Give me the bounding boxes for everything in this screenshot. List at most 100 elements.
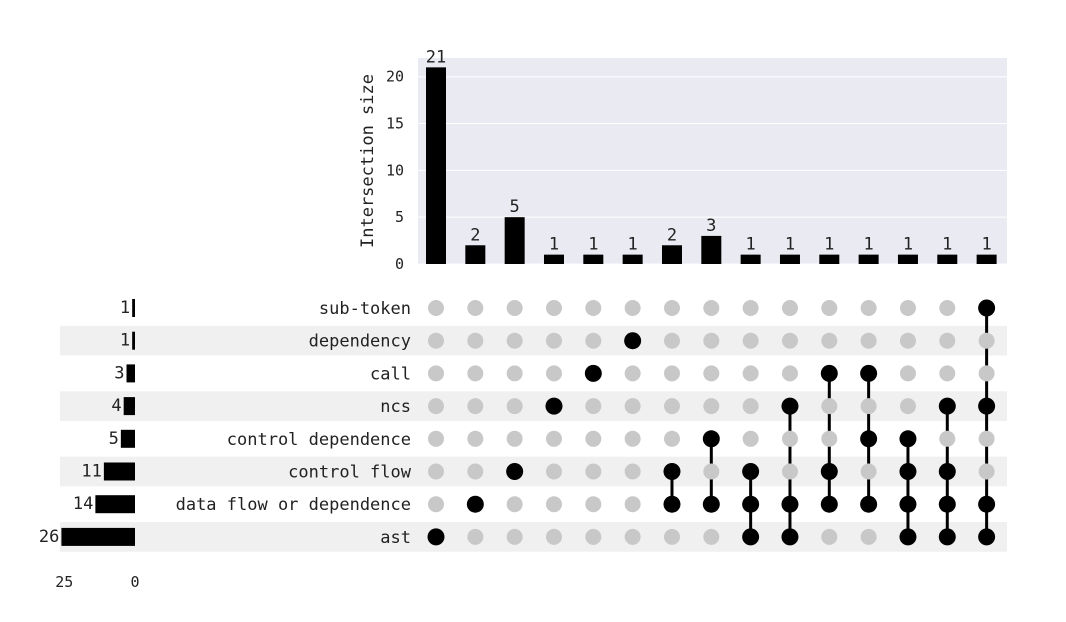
matrix-dot-filled [978, 299, 996, 317]
matrix-dot-empty [860, 463, 877, 480]
intersection-bar [465, 245, 486, 264]
set-name-label: sub-token [319, 299, 411, 319]
set-size-bar [103, 462, 135, 481]
intersection-count-label: 1 [824, 235, 834, 255]
intersection-bar [897, 254, 918, 264]
y-tick-label: 5 [395, 208, 404, 226]
matrix-dot-empty [428, 463, 444, 480]
intersection-bar [504, 217, 525, 264]
set-name-label: dependency [309, 332, 411, 352]
matrix-dot-empty [624, 300, 641, 316]
matrix-dot-empty [899, 398, 916, 415]
set-size-label: 1 [120, 331, 130, 351]
matrix-dot-filled [702, 495, 720, 513]
matrix-dot-filled [506, 463, 524, 480]
matrix-dot-empty [663, 398, 680, 415]
set-row-shade [60, 391, 1007, 421]
matrix-dot-filled [978, 495, 996, 513]
set-size-label: 5 [109, 429, 119, 449]
set-size-bar [132, 299, 135, 317]
matrix-dot-empty [506, 528, 523, 545]
matrix-dot-empty [703, 463, 720, 480]
intersection-bar [701, 235, 722, 264]
matrix-dot-filled [742, 463, 760, 480]
matrix-dot-empty [545, 496, 562, 513]
intersection-count-label: 1 [588, 235, 598, 255]
intersection-bar [819, 254, 840, 264]
set-size-bar [120, 429, 135, 448]
matrix-dot-empty [506, 496, 523, 513]
set-name-label: data flow or dependence [176, 495, 411, 515]
matrix-dot-empty [742, 430, 759, 447]
matrix-dot-empty [545, 463, 562, 480]
intersection-count-label: 1 [942, 235, 952, 255]
intersection-bar [976, 254, 997, 264]
intersection-bar [543, 254, 564, 264]
set-size-label: 14 [73, 494, 93, 514]
matrix-dot-filled [899, 495, 917, 513]
intersection-count-label: 21 [426, 47, 446, 67]
matrix-dot-empty [703, 398, 720, 415]
matrix-dot-empty [899, 365, 916, 382]
matrix-dot-filled [938, 397, 956, 415]
matrix-dot-filled [427, 528, 445, 546]
matrix-dot-empty [545, 365, 562, 382]
matrix-dot-empty [467, 463, 484, 480]
matrix-dot-empty [467, 528, 484, 545]
matrix-dot-empty [585, 430, 602, 447]
matrix-dot-empty [624, 496, 641, 513]
set-size-tick-label: 25 [55, 573, 73, 591]
intersection-count-label: 1 [746, 235, 756, 255]
matrix-dot-empty [467, 398, 484, 415]
matrix-dot-empty [467, 300, 484, 316]
matrix-dot-empty [978, 365, 995, 382]
intersection-count-label: 1 [785, 235, 795, 255]
matrix-dot-empty [467, 365, 484, 382]
matrix-dot-filled [899, 463, 917, 480]
intersection-count-label: 1 [549, 235, 559, 255]
set-size-label: 11 [81, 462, 101, 482]
y-tick-label: 10 [386, 161, 404, 179]
intersection-bar [426, 67, 446, 264]
intersection-count-label: 2 [470, 225, 480, 245]
matrix-dot-empty [624, 430, 641, 447]
matrix-dot-empty [585, 398, 602, 415]
matrix-dot-empty [585, 300, 602, 316]
matrix-dot-filled [978, 397, 996, 415]
matrix-dot-empty [742, 398, 759, 415]
matrix-dot-filled [624, 332, 642, 350]
matrix-dot-empty [663, 528, 680, 545]
matrix-dot-empty [506, 365, 523, 382]
matrix-dot-empty [624, 528, 641, 545]
matrix-dot-empty [742, 332, 759, 349]
matrix-dot-empty [899, 300, 916, 316]
matrix-dot-filled [781, 495, 799, 513]
matrix-dot-empty [939, 430, 956, 447]
matrix-dot-filled [899, 528, 917, 546]
matrix-dot-filled [702, 430, 720, 448]
matrix-dot-empty [585, 496, 602, 513]
intersection-count-label: 1 [981, 235, 991, 255]
matrix-dot-empty [860, 398, 877, 415]
y-tick-label: 20 [386, 68, 404, 86]
intersection-bar [740, 254, 761, 264]
set-name-label: ncs [380, 397, 411, 417]
matrix-dot-empty [663, 332, 680, 349]
matrix-dot-empty [506, 398, 523, 415]
matrix-dot-empty [821, 300, 838, 316]
matrix-dot-empty [978, 332, 995, 349]
matrix-dot-empty [781, 430, 798, 447]
matrix-dot-empty [742, 365, 759, 382]
matrix-dot-filled [466, 495, 484, 513]
matrix-dot-empty [781, 463, 798, 480]
matrix-dot-filled [899, 430, 917, 448]
set-size-bar [61, 527, 135, 546]
intersection-count-label: 2 [667, 225, 677, 245]
set-size-bar [126, 364, 135, 383]
intersection-count-label: 1 [864, 235, 874, 255]
matrix-dot-empty [585, 528, 602, 545]
set-size-bar [95, 495, 135, 514]
matrix-dot-empty [703, 300, 720, 316]
matrix-dot-empty [428, 430, 444, 447]
intersection-count-label: 1 [903, 235, 913, 255]
